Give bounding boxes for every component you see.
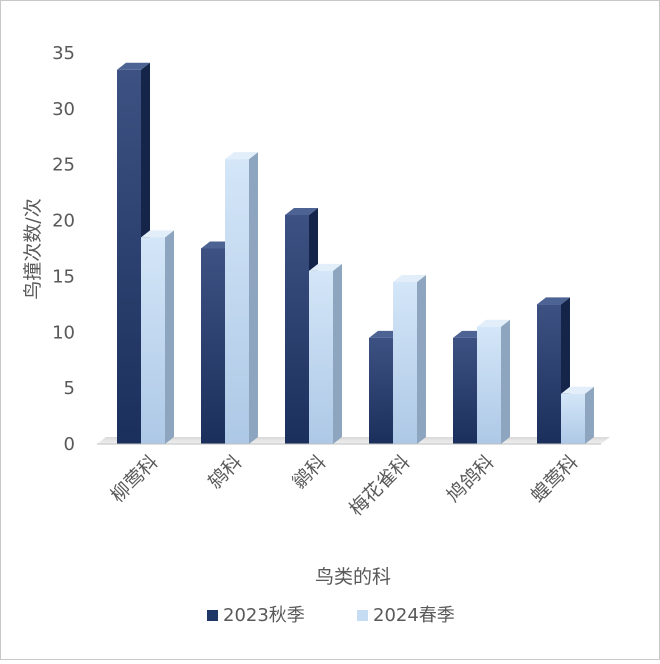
y-tick-label: 30 — [52, 99, 75, 120]
bar-top — [141, 230, 174, 238]
bar-front — [117, 69, 141, 444]
bar-front — [141, 237, 165, 444]
legend-swatch — [207, 610, 218, 621]
y-tick-label: 0 — [64, 434, 75, 455]
bar-front — [201, 248, 225, 444]
bar-front — [309, 270, 333, 444]
bar — [225, 152, 258, 444]
bar-side — [501, 319, 510, 444]
bar-front — [561, 393, 585, 444]
bar — [393, 275, 426, 444]
x-tick-label: 蝗莺科 — [527, 451, 583, 507]
y-axis-title: 鸟撞次数/次 — [22, 198, 44, 299]
chart-floor — [97, 437, 610, 444]
y-tick-label: 25 — [52, 155, 75, 176]
legend: 2023秋季 2024春季 — [207, 605, 455, 626]
bar — [561, 386, 594, 444]
bar-side — [585, 386, 594, 444]
bar — [309, 263, 342, 444]
y-tick-label: 35 — [52, 43, 75, 64]
bar-top — [393, 275, 426, 283]
bar-front — [285, 214, 309, 444]
bar-side — [333, 263, 342, 444]
y-tick-label: 20 — [52, 211, 75, 232]
x-tick-label: 鸫科 — [204, 451, 246, 493]
bar-front — [369, 337, 393, 444]
bar-top — [117, 62, 150, 70]
bar-side — [417, 275, 426, 444]
bar — [477, 319, 510, 444]
bar-front — [537, 304, 561, 444]
bar-side — [249, 152, 258, 444]
legend-label: 2024春季 — [373, 605, 455, 626]
legend-label: 2023秋季 — [223, 605, 305, 626]
bar-front — [225, 159, 249, 444]
x-tick-label: 鸠鸽科 — [443, 451, 499, 507]
y-tick-label: 10 — [52, 322, 75, 343]
x-axis-title: 鸟类的科 — [315, 566, 391, 588]
bar-top — [309, 263, 342, 271]
bar-front — [393, 282, 417, 444]
bar-front — [477, 326, 501, 444]
bar-top — [285, 207, 318, 215]
bar-side — [165, 230, 174, 444]
bar-top — [477, 319, 510, 327]
x-tick-label: 柳莺科 — [107, 451, 163, 507]
bar-top — [225, 152, 258, 160]
y-tick-label: 15 — [52, 266, 75, 287]
bar-top — [537, 297, 570, 305]
y-tick-label: 5 — [64, 378, 75, 399]
bar — [141, 230, 174, 444]
bar-front — [453, 337, 477, 444]
x-tick-label: 鹟科 — [288, 451, 330, 493]
bar-top — [561, 386, 594, 394]
x-tick-label: 梅花雀科 — [345, 451, 414, 520]
legend-swatch — [357, 610, 368, 621]
